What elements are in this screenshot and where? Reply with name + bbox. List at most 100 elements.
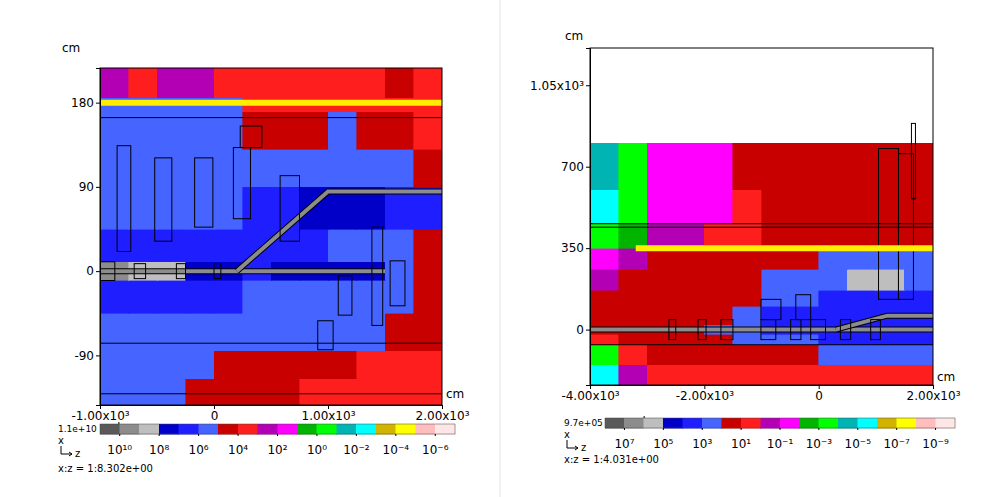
heat-cell bbox=[129, 351, 158, 379]
colorbar-tick-label: 10⁻⁴ bbox=[383, 443, 410, 457]
heat-cell bbox=[186, 187, 215, 229]
heat-cell bbox=[243, 379, 272, 405]
geometry-box bbox=[100, 262, 115, 281]
geometry-line bbox=[100, 117, 442, 118]
heat-cell bbox=[790, 269, 819, 290]
heat-cell bbox=[590, 190, 619, 224]
heat-cell bbox=[300, 280, 329, 313]
aspect-ratio: x:z = 1:8.302e+00 bbox=[58, 463, 153, 474]
geometry-box bbox=[698, 320, 706, 340]
colorbar-tick-label: 10⁰ bbox=[307, 443, 327, 457]
y-tick: 350 bbox=[561, 241, 590, 255]
heat-cell bbox=[186, 149, 215, 186]
colorbar-box bbox=[605, 418, 624, 428]
heat-cell bbox=[271, 280, 300, 313]
heat-cell bbox=[328, 229, 357, 262]
heat-cell bbox=[762, 190, 791, 224]
heat-cell bbox=[733, 248, 762, 269]
heat-cell bbox=[733, 345, 762, 365]
colorbar-tick bbox=[780, 428, 781, 430]
heat-cell bbox=[300, 351, 329, 379]
heat-cell bbox=[414, 313, 443, 350]
heat-cell bbox=[590, 345, 619, 365]
colorbar-tick bbox=[741, 428, 742, 430]
heat-cell bbox=[385, 149, 414, 186]
colorbar-tick-label: 10² bbox=[267, 443, 287, 457]
colorbar-tick-label: 10¹⁰ bbox=[107, 443, 132, 457]
x-tick-label: -4.00x10³ bbox=[561, 389, 619, 403]
aspect-ratio: x:z = 1:4.031e+00 bbox=[564, 454, 659, 465]
heat-cell bbox=[157, 379, 186, 405]
heat-cell bbox=[647, 143, 676, 190]
heat-cell bbox=[647, 306, 676, 325]
colorbar-tick bbox=[857, 428, 858, 430]
x-tick-label: 0 bbox=[815, 389, 823, 403]
beam-pipe bbox=[590, 328, 933, 332]
heat-cell bbox=[157, 187, 186, 229]
x-axis-line bbox=[591, 386, 934, 390]
heat-cell bbox=[328, 379, 357, 405]
heat-cell bbox=[847, 269, 876, 290]
x-tick: 2.00x10³ bbox=[907, 385, 961, 403]
y-tick-mark bbox=[586, 167, 590, 168]
colorbar-box bbox=[179, 424, 199, 434]
geometry-line bbox=[590, 344, 933, 345]
heat-cell bbox=[704, 248, 733, 269]
colorbar-box bbox=[897, 418, 916, 428]
heat-cell bbox=[904, 345, 933, 365]
heat-cell bbox=[357, 149, 386, 186]
geometry-box bbox=[240, 126, 262, 148]
colorbar-tick-label: 10⁻² bbox=[343, 443, 370, 457]
x-axis: -1.00x10³01.00x10³2.00x10³ bbox=[71, 405, 469, 423]
orientation-vertical-label: x bbox=[58, 435, 64, 446]
heat-cell bbox=[733, 143, 762, 190]
heat-cell bbox=[414, 262, 443, 281]
colorbar-box bbox=[100, 424, 120, 434]
heat-cell bbox=[243, 351, 272, 379]
y-tick-label: 350 bbox=[561, 241, 584, 255]
heat-cell bbox=[328, 351, 357, 379]
colorbar-box bbox=[199, 424, 219, 434]
heat-cell bbox=[676, 290, 705, 306]
heat-cell bbox=[876, 290, 905, 306]
heat-cell bbox=[590, 143, 619, 190]
heat-cell bbox=[904, 248, 933, 269]
geometry-box bbox=[195, 158, 213, 227]
heat-cell bbox=[385, 351, 414, 379]
heat-cell bbox=[819, 345, 848, 365]
colorbar-tick bbox=[624, 428, 625, 430]
heat-cell bbox=[129, 313, 158, 350]
colorbar-tick bbox=[277, 434, 278, 436]
heat-cell bbox=[357, 280, 386, 313]
heat-cell bbox=[876, 248, 905, 269]
y-tick-mark bbox=[96, 103, 100, 104]
heat-cell bbox=[790, 290, 819, 306]
orientation-arrow bbox=[567, 440, 578, 450]
heat-cell bbox=[847, 365, 876, 385]
heat-cell bbox=[819, 290, 848, 306]
heat-cell bbox=[214, 313, 243, 350]
heat-cell bbox=[186, 68, 215, 98]
heat-cell bbox=[300, 68, 329, 98]
colorbar-box bbox=[644, 418, 663, 428]
heat-cell bbox=[647, 248, 676, 269]
heat-cell bbox=[876, 345, 905, 365]
colorbar-box bbox=[799, 418, 818, 428]
heat-cell bbox=[619, 290, 648, 306]
colorbar-tick bbox=[316, 434, 317, 436]
geometry-box bbox=[338, 276, 352, 315]
geometry-box bbox=[761, 299, 781, 319]
colorbar-tick bbox=[896, 428, 897, 430]
colorbar-tick bbox=[702, 428, 703, 430]
heat-cell bbox=[129, 68, 158, 98]
heat-cell bbox=[590, 306, 619, 325]
colorbar-box bbox=[356, 424, 376, 434]
x-tick: 0 bbox=[815, 385, 823, 403]
y-tick-label: 90 bbox=[79, 180, 94, 194]
geometry-box bbox=[390, 261, 405, 306]
heat-cell bbox=[186, 313, 215, 350]
x-axis-line bbox=[101, 406, 443, 410]
heat-cell bbox=[704, 345, 733, 365]
heat-cell bbox=[186, 379, 215, 405]
heat-cell bbox=[100, 229, 129, 262]
